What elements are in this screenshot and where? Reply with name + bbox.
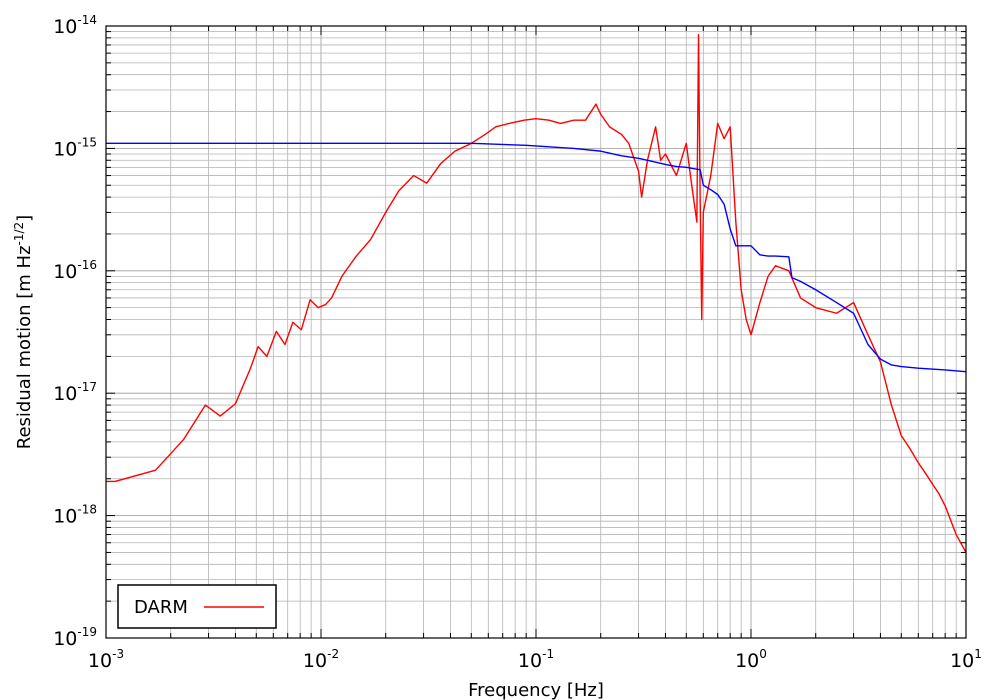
x-tick-label: 10-3 (88, 647, 124, 672)
x-tick-label: 101 (950, 647, 982, 672)
y-tick-labels: 10-19 10-18 10-17 10-16 10-15 10-14 (53, 13, 97, 650)
y-tick-label: 10-14 (53, 13, 97, 38)
series-layer (106, 33, 967, 553)
x-axis-label: Frequency [Hz] (468, 680, 604, 700)
y-tick-label: 10-15 (53, 135, 97, 160)
y-tick-label: 10-16 (53, 258, 97, 283)
y-tick-label: 10-17 (53, 380, 97, 405)
y-tick-label: 10-19 (53, 625, 97, 650)
y-tick-label: 10-18 (53, 503, 97, 528)
x-tick-labels: 10-3 10-2 10-1 100 101 (88, 647, 982, 672)
legend-label: DARM (134, 597, 188, 618)
x-tick-label: 10-1 (518, 647, 554, 672)
tick-marks (105, 25, 967, 639)
legend: DARM (117, 584, 277, 629)
y-axis-label: Residual motion [m Hz-1/2] (12, 215, 35, 449)
series-line-2 (106, 142, 967, 373)
x-tick-label: 100 (735, 647, 767, 672)
x-tick-label: 10-2 (303, 647, 339, 672)
